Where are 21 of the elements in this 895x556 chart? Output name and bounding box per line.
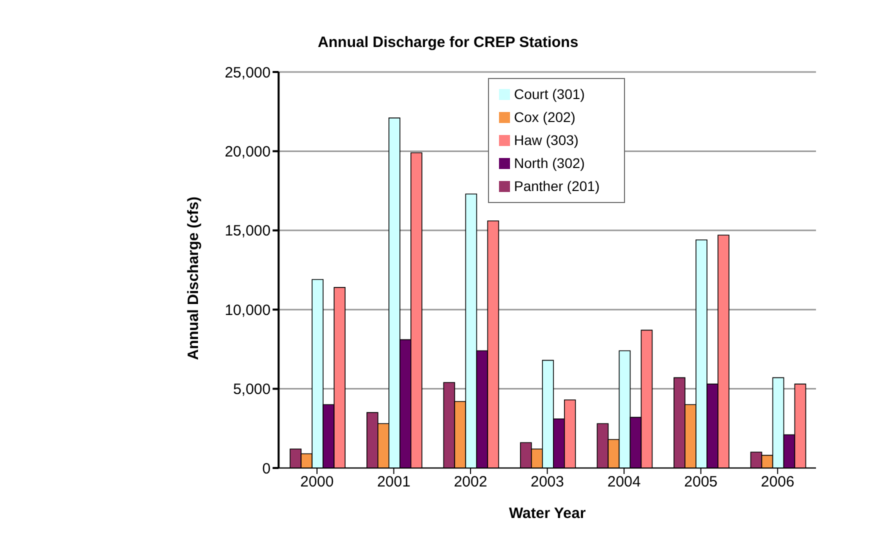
y-tick-label: 0 [262,460,271,478]
x-tick-label: 2002 [454,474,488,491]
x-tick-label: 2001 [377,474,410,491]
x-tick-label: 2006 [760,474,794,491]
y-tick-label: 10,000 [224,302,271,319]
y-axis-title: Annual Discharge (cfs) [184,196,202,360]
x-tick-label: 2003 [530,474,564,491]
y-tick-label: 25,000 [224,64,271,82]
y-tick-label: 20,000 [224,144,271,161]
legend-label: Court (301) [514,86,585,102]
legend-label: Cox (202) [514,109,576,125]
chart-title: Annual Discharge for CREP Stations [316,34,580,51]
y-tick-label: 15,000 [224,222,271,240]
x-tick-label: 2000 [300,474,334,491]
legend-label: North (302) [514,155,585,171]
legend-label: Panther (201) [514,178,600,194]
x-tick-label: 2005 [684,474,718,491]
legend-label: Haw (303) [514,132,579,148]
x-axis-title: Water Year [508,505,586,522]
x-tick-label: 2004 [607,474,641,491]
y-tick-label: 5,000 [233,381,271,398]
